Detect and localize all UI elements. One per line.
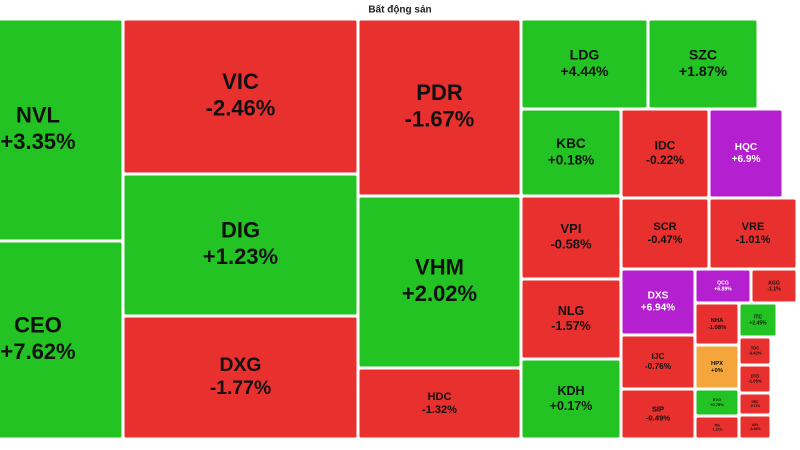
tile bbox=[0, 19, 123, 241]
tile bbox=[709, 198, 797, 269]
change-label: +3.35% bbox=[0, 129, 75, 154]
tile bbox=[621, 335, 695, 389]
change-label: -0.49% bbox=[646, 414, 670, 423]
chart-title: Bất động sản bbox=[368, 4, 431, 16]
ticker-label: VRE bbox=[742, 221, 765, 233]
change-label: +4.44% bbox=[560, 63, 609, 79]
ticker-label: DTD bbox=[751, 374, 760, 379]
ticker-label: CEO bbox=[14, 313, 62, 338]
tile bbox=[751, 269, 797, 303]
ticker-label: TIG bbox=[714, 423, 720, 427]
change-label: -2.46% bbox=[206, 96, 276, 121]
tile bbox=[739, 365, 771, 393]
change-label: +0.18% bbox=[548, 152, 594, 167]
tile bbox=[739, 337, 771, 365]
tile bbox=[358, 19, 521, 196]
change-label: +0.75% bbox=[710, 402, 724, 407]
tile bbox=[521, 196, 621, 279]
change-label: -5.71% bbox=[750, 404, 760, 408]
ticker-label: HQC bbox=[735, 142, 757, 153]
ticker-label: SZC bbox=[689, 46, 717, 62]
ticker-label: VIC bbox=[222, 69, 259, 94]
tile bbox=[709, 109, 783, 198]
tile bbox=[739, 393, 771, 415]
change-label: -1.08% bbox=[708, 325, 727, 331]
change-label: -0.22% bbox=[646, 153, 684, 167]
change-label: -1.05% bbox=[748, 379, 761, 384]
change-label: +1.23% bbox=[203, 244, 278, 269]
change-label: -0.42% bbox=[748, 351, 761, 356]
ticker-label: SCR bbox=[653, 221, 676, 233]
ticker-label: AGG bbox=[768, 280, 780, 286]
tile bbox=[358, 368, 521, 439]
ticker-label: ITC bbox=[754, 314, 762, 320]
change-label: -1.22% bbox=[712, 427, 723, 431]
tile bbox=[123, 174, 358, 316]
tile bbox=[695, 269, 751, 303]
ticker-label: DIG bbox=[221, 218, 260, 243]
ticker-label: KDH bbox=[557, 384, 584, 398]
change-label: -1.1% bbox=[767, 286, 781, 292]
tile bbox=[521, 109, 621, 196]
tile bbox=[621, 109, 709, 198]
change-label: +6.89% bbox=[714, 286, 732, 292]
tile bbox=[621, 198, 709, 269]
change-label: -1.67% bbox=[405, 107, 475, 132]
change-label: -0.76% bbox=[645, 361, 672, 371]
ticker-label: NRC bbox=[752, 400, 760, 404]
change-label: +6.9% bbox=[732, 154, 761, 165]
tile bbox=[648, 19, 758, 109]
tile bbox=[739, 303, 777, 337]
tile bbox=[695, 416, 739, 439]
ticker-label: PDR bbox=[416, 80, 463, 105]
tile bbox=[621, 269, 695, 335]
ticker-label: LDG bbox=[570, 46, 600, 62]
ticker-label: IDC bbox=[655, 138, 676, 152]
ticker-label: TDC bbox=[751, 346, 760, 351]
change-label: -1.77% bbox=[210, 377, 271, 399]
ticker-label: API bbox=[752, 423, 758, 427]
change-label: +2.02% bbox=[402, 281, 477, 306]
tile bbox=[0, 241, 123, 439]
change-label: +2.45% bbox=[749, 320, 767, 326]
tile bbox=[739, 415, 771, 439]
change-label: +0.17% bbox=[550, 399, 593, 413]
tile bbox=[695, 303, 739, 345]
tile bbox=[123, 19, 358, 174]
tile bbox=[695, 389, 739, 416]
change-label: +7.62% bbox=[0, 339, 75, 364]
tile bbox=[123, 316, 358, 439]
ticker-label: QCG bbox=[717, 280, 729, 286]
change-label: -1.32% bbox=[422, 404, 457, 416]
change-label: +0% bbox=[711, 368, 724, 374]
tile bbox=[521, 359, 621, 439]
tile bbox=[621, 389, 695, 439]
change-label: -1.01% bbox=[736, 234, 771, 246]
ticker-label: KBC bbox=[556, 136, 586, 151]
tile bbox=[358, 196, 521, 368]
change-label: -3.36% bbox=[749, 427, 761, 431]
ticker-label: NVL bbox=[16, 103, 60, 128]
change-label: -0.58% bbox=[550, 237, 592, 252]
ticker-label: EVG bbox=[713, 397, 721, 402]
change-label: +6.94% bbox=[641, 303, 676, 314]
ticker-label: HPX bbox=[711, 361, 723, 367]
ticker-label: HDC bbox=[428, 391, 452, 403]
ticker-label: VHM bbox=[415, 255, 464, 280]
tile bbox=[521, 279, 621, 359]
ticker-label: DXG bbox=[220, 354, 262, 376]
ticker-label: DXS bbox=[648, 291, 669, 302]
ticker-label: VPI bbox=[561, 221, 582, 236]
change-label: -1.57% bbox=[551, 319, 591, 333]
tile bbox=[695, 345, 739, 389]
tile bbox=[521, 19, 648, 109]
change-label: -0.47% bbox=[648, 234, 683, 246]
ticker-label: IJC bbox=[652, 351, 665, 361]
change-label: +1.87% bbox=[679, 63, 728, 79]
ticker-label: SIP bbox=[652, 404, 664, 413]
ticker-label: NLG bbox=[558, 304, 584, 318]
ticker-label: NHA bbox=[711, 318, 724, 324]
